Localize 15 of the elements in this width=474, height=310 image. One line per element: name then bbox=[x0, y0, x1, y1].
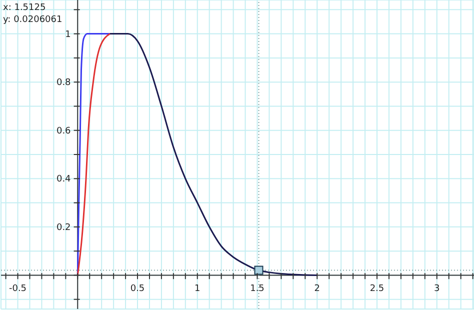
y-tick-label: 0.4 bbox=[56, 174, 72, 185]
annotation: y: 0.0206061 bbox=[3, 14, 62, 26]
x-tick-label: 1.5 bbox=[250, 284, 264, 294]
x-tick-label: -0.5 bbox=[8, 284, 27, 294]
x-tick-label: 3 bbox=[434, 284, 440, 294]
x-tick-label: 0.5 bbox=[130, 284, 145, 294]
y-tick-label: 0.8 bbox=[56, 78, 72, 88]
x-tick-label: 1 bbox=[194, 284, 200, 294]
annotation: x: 1.5125 bbox=[3, 2, 47, 14]
y-tick-label: 0.2 bbox=[56, 222, 71, 233]
line-series bbox=[109, 33, 318, 276]
y-tick-label: 1 bbox=[65, 30, 71, 40]
x-tick-label: 2 bbox=[314, 284, 320, 294]
x-tick-label: 2.5 bbox=[370, 284, 384, 294]
y-tick-label: 0.6 bbox=[56, 126, 72, 136]
